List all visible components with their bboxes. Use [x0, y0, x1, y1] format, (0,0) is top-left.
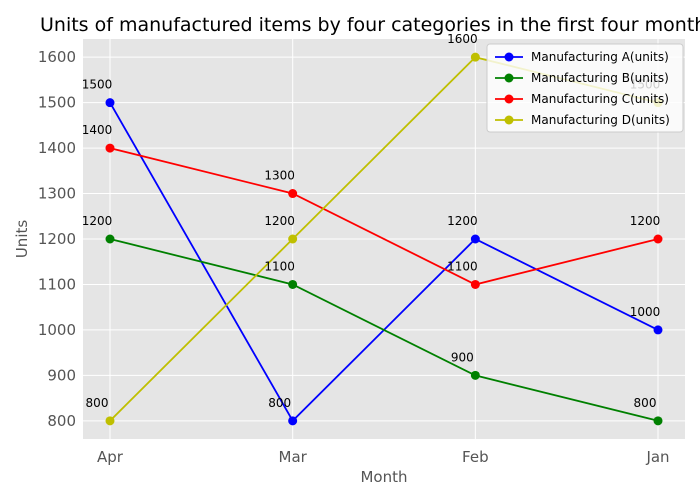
data-label: 1400 [82, 123, 113, 137]
data-point [288, 234, 298, 244]
legend-label: Manufacturing B(units) [531, 71, 669, 85]
legend-marker [504, 115, 514, 125]
y-tick-label: 1100 [38, 275, 76, 293]
data-label: 1100 [447, 259, 478, 273]
data-label: 800 [268, 396, 291, 410]
data-label: 1200 [82, 214, 113, 228]
data-point [470, 279, 480, 289]
legend-marker [504, 94, 514, 104]
y-tick-label: 1500 [38, 94, 76, 112]
data-label: 1600 [447, 32, 478, 46]
data-label: 1000 [630, 305, 661, 319]
y-tick-label: 1400 [38, 139, 76, 157]
y-tick-label: 800 [47, 412, 76, 430]
x-axis-label: Month [360, 468, 407, 486]
y-axis-label: Units [13, 220, 31, 259]
data-point [288, 189, 298, 199]
legend: Manufacturing A(units) Manufacturing B(un… [486, 43, 684, 133]
x-axis-ticks: Apr Mar Feb Jan [97, 448, 670, 466]
data-point [288, 279, 298, 289]
data-label: 1100 [264, 259, 295, 273]
legend-label: Manufacturing D(units) [531, 113, 670, 127]
y-tick-label: 900 [47, 366, 76, 384]
x-tick-label: Apr [97, 448, 124, 466]
y-tick-label: 1200 [38, 230, 76, 248]
x-tick-label: Mar [279, 448, 308, 466]
data-point [653, 234, 663, 244]
data-point [470, 52, 480, 62]
legend-box [486, 43, 684, 133]
x-tick-label: Jan [645, 448, 669, 466]
data-point [653, 325, 663, 335]
y-tick-label: 1600 [38, 48, 76, 66]
data-label: 800 [86, 396, 109, 410]
legend-marker [504, 73, 514, 83]
data-point [105, 143, 115, 153]
data-point [470, 370, 480, 380]
data-label: 1300 [264, 169, 295, 183]
series-line-2 [109, 238, 659, 422]
legend-label: Manufacturing C(units) [531, 92, 669, 106]
y-tick-label: 1300 [38, 185, 76, 203]
chart-title: Units of manufactured items by four cate… [40, 14, 700, 36]
y-axis-ticks: 800 900 1000 1100 1200 1300 1400 1500 1600 [38, 48, 76, 430]
legend-label: Manufacturing A(units) [531, 50, 669, 64]
legend-marker [504, 52, 514, 62]
data-point [470, 234, 480, 244]
y-tick-label: 1000 [38, 321, 76, 339]
data-point [105, 416, 115, 426]
data-label: 900 [451, 350, 474, 364]
data-label: 1500 [82, 78, 113, 92]
data-label: 1200 [630, 214, 661, 228]
series-line-3 [109, 147, 659, 286]
data-point [653, 416, 663, 426]
series-layer [105, 52, 663, 426]
data-label: 800 [634, 396, 657, 410]
data-point [288, 416, 298, 426]
data-label: 1200 [264, 214, 295, 228]
x-tick-label: Feb [462, 448, 489, 466]
data-label: 1200 [447, 214, 478, 228]
data-point [105, 234, 115, 244]
data-point [105, 98, 115, 108]
